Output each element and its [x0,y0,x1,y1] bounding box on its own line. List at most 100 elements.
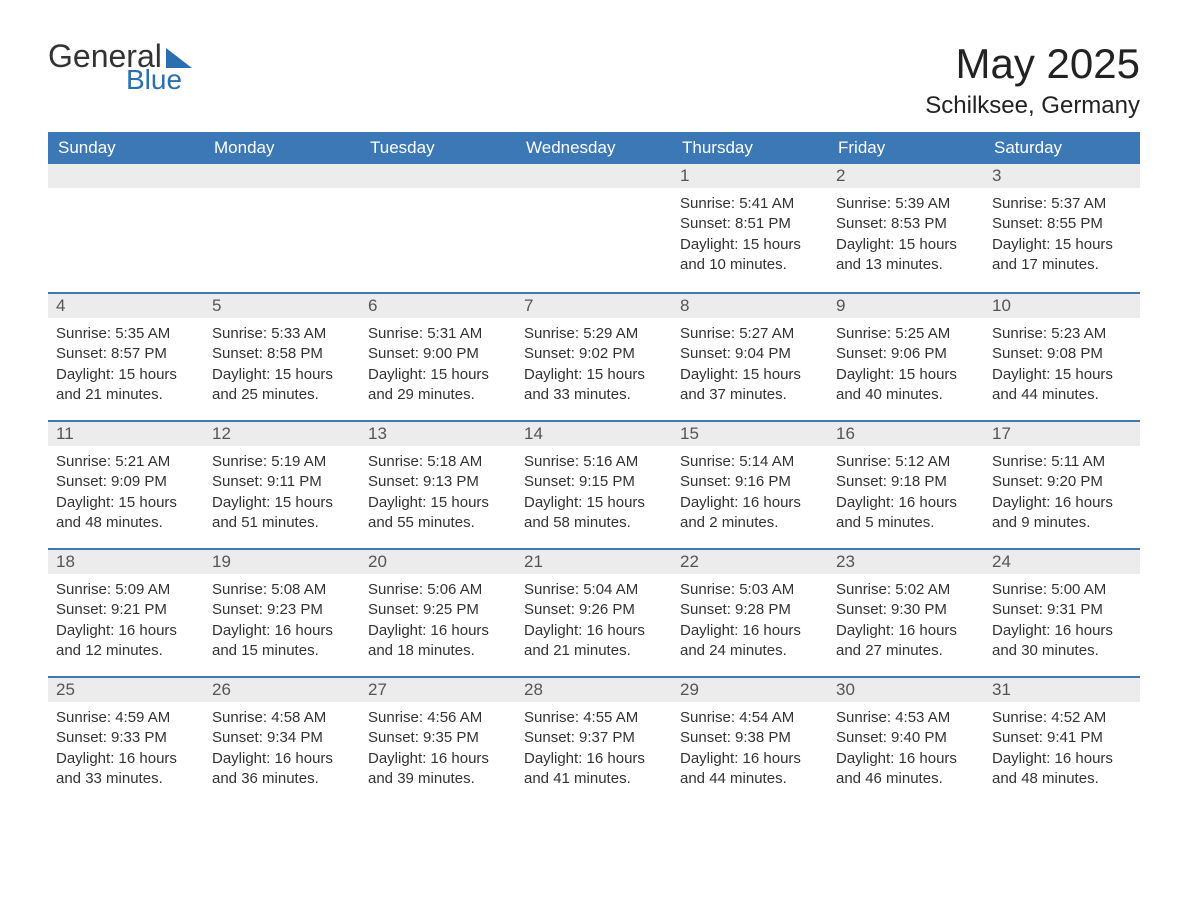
logo: General Blue [48,40,192,94]
day-daylight2-line: and 55 minutes. [368,513,508,533]
day-number: 25 [48,678,204,702]
day-daylight1-line: Daylight: 16 hours [524,621,664,641]
day-daylight1-line: Daylight: 15 hours [368,493,508,513]
day-cell: 12Sunrise: 5:19 AMSunset: 9:11 PMDayligh… [204,422,360,548]
day-cell: 9Sunrise: 5:25 AMSunset: 9:06 PMDaylight… [828,294,984,420]
day-number: 13 [360,422,516,446]
day-sunset-line: Sunset: 9:04 PM [680,344,820,364]
day-sunrise-line: Sunrise: 5:35 AM [56,324,196,344]
day-cell: 10Sunrise: 5:23 AMSunset: 9:08 PMDayligh… [984,294,1140,420]
day-daylight1-line: Daylight: 15 hours [992,365,1132,385]
day-body: Sunrise: 4:59 AMSunset: 9:33 PMDaylight:… [48,702,204,799]
day-sunset-line: Sunset: 8:57 PM [56,344,196,364]
day-body: Sunrise: 5:27 AMSunset: 9:04 PMDaylight:… [672,318,828,415]
day-sunrise-line: Sunrise: 5:03 AM [680,580,820,600]
day-daylight2-line: and 13 minutes. [836,255,976,275]
day-number: 17 [984,422,1140,446]
day-body: Sunrise: 5:25 AMSunset: 9:06 PMDaylight:… [828,318,984,415]
day-cell: 18Sunrise: 5:09 AMSunset: 9:21 PMDayligh… [48,550,204,676]
weekday-header-cell: Sunday [48,132,204,164]
day-cell: 23Sunrise: 5:02 AMSunset: 9:30 PMDayligh… [828,550,984,676]
day-daylight1-line: Daylight: 16 hours [992,493,1132,513]
day-daylight1-line: Daylight: 15 hours [992,235,1132,255]
day-body: Sunrise: 5:06 AMSunset: 9:25 PMDaylight:… [360,574,516,671]
day-number [360,164,516,188]
day-daylight2-line: and 51 minutes. [212,513,352,533]
day-number: 21 [516,550,672,574]
day-daylight1-line: Daylight: 15 hours [56,493,196,513]
day-sunrise-line: Sunrise: 5:39 AM [836,194,976,214]
day-cell: 27Sunrise: 4:56 AMSunset: 9:35 PMDayligh… [360,678,516,804]
day-body: Sunrise: 4:55 AMSunset: 9:37 PMDaylight:… [516,702,672,799]
day-body: Sunrise: 5:00 AMSunset: 9:31 PMDaylight:… [984,574,1140,671]
day-sunrise-line: Sunrise: 5:02 AM [836,580,976,600]
day-number: 10 [984,294,1140,318]
day-daylight2-line: and 44 minutes. [992,385,1132,405]
day-cell: 8Sunrise: 5:27 AMSunset: 9:04 PMDaylight… [672,294,828,420]
day-daylight1-line: Daylight: 15 hours [212,493,352,513]
day-body: Sunrise: 4:58 AMSunset: 9:34 PMDaylight:… [204,702,360,799]
day-body: Sunrise: 5:09 AMSunset: 9:21 PMDaylight:… [48,574,204,671]
day-body: Sunrise: 5:11 AMSunset: 9:20 PMDaylight:… [984,446,1140,543]
day-daylight2-line: and 18 minutes. [368,641,508,661]
day-body: Sunrise: 5:14 AMSunset: 9:16 PMDaylight:… [672,446,828,543]
day-daylight2-line: and 30 minutes. [992,641,1132,661]
day-number: 6 [360,294,516,318]
day-sunrise-line: Sunrise: 5:25 AM [836,324,976,344]
day-sunset-line: Sunset: 9:25 PM [368,600,508,620]
day-number: 24 [984,550,1140,574]
day-sunset-line: Sunset: 9:16 PM [680,472,820,492]
day-number: 31 [984,678,1140,702]
calendar: SundayMondayTuesdayWednesdayThursdayFrid… [48,132,1140,804]
day-cell [48,164,204,292]
day-sunrise-line: Sunrise: 5:19 AM [212,452,352,472]
weekday-header-cell: Wednesday [516,132,672,164]
day-sunset-line: Sunset: 9:02 PM [524,344,664,364]
day-body: Sunrise: 5:12 AMSunset: 9:18 PMDaylight:… [828,446,984,543]
day-sunset-line: Sunset: 9:20 PM [992,472,1132,492]
day-sunrise-line: Sunrise: 5:09 AM [56,580,196,600]
week-row: 11Sunrise: 5:21 AMSunset: 9:09 PMDayligh… [48,420,1140,548]
day-daylight2-line: and 29 minutes. [368,385,508,405]
day-cell: 19Sunrise: 5:08 AMSunset: 9:23 PMDayligh… [204,550,360,676]
day-daylight2-line: and 40 minutes. [836,385,976,405]
day-sunrise-line: Sunrise: 5:04 AM [524,580,664,600]
day-cell [204,164,360,292]
day-sunrise-line: Sunrise: 5:06 AM [368,580,508,600]
day-body: Sunrise: 5:33 AMSunset: 8:58 PMDaylight:… [204,318,360,415]
day-daylight2-line: and 25 minutes. [212,385,352,405]
day-sunrise-line: Sunrise: 4:53 AM [836,708,976,728]
logo-word-blue: Blue [126,66,192,94]
day-sunset-line: Sunset: 9:41 PM [992,728,1132,748]
day-cell: 6Sunrise: 5:31 AMSunset: 9:00 PMDaylight… [360,294,516,420]
day-daylight1-line: Daylight: 15 hours [212,365,352,385]
day-body: Sunrise: 5:02 AMSunset: 9:30 PMDaylight:… [828,574,984,671]
day-sunset-line: Sunset: 8:58 PM [212,344,352,364]
day-number [48,164,204,188]
day-number: 2 [828,164,984,188]
day-sunrise-line: Sunrise: 4:54 AM [680,708,820,728]
day-daylight2-line: and 10 minutes. [680,255,820,275]
location-subtitle: Schilksee, Germany [925,92,1140,120]
day-sunset-line: Sunset: 9:33 PM [56,728,196,748]
day-body: Sunrise: 5:19 AMSunset: 9:11 PMDaylight:… [204,446,360,543]
weekday-header-cell: Tuesday [360,132,516,164]
day-cell: 4Sunrise: 5:35 AMSunset: 8:57 PMDaylight… [48,294,204,420]
day-sunset-line: Sunset: 8:53 PM [836,214,976,234]
day-body: Sunrise: 5:41 AMSunset: 8:51 PMDaylight:… [672,188,828,285]
day-number: 23 [828,550,984,574]
day-daylight2-line: and 5 minutes. [836,513,976,533]
day-number: 18 [48,550,204,574]
day-number: 22 [672,550,828,574]
day-cell: 16Sunrise: 5:12 AMSunset: 9:18 PMDayligh… [828,422,984,548]
day-body: Sunrise: 5:04 AMSunset: 9:26 PMDaylight:… [516,574,672,671]
day-daylight2-line: and 48 minutes. [992,769,1132,789]
day-cell: 3Sunrise: 5:37 AMSunset: 8:55 PMDaylight… [984,164,1140,292]
day-daylight2-line: and 21 minutes. [524,641,664,661]
day-sunrise-line: Sunrise: 5:31 AM [368,324,508,344]
day-sunrise-line: Sunrise: 5:29 AM [524,324,664,344]
day-daylight2-line: and 37 minutes. [680,385,820,405]
day-daylight1-line: Daylight: 16 hours [56,621,196,641]
day-cell: 14Sunrise: 5:16 AMSunset: 9:15 PMDayligh… [516,422,672,548]
day-daylight1-line: Daylight: 16 hours [680,749,820,769]
